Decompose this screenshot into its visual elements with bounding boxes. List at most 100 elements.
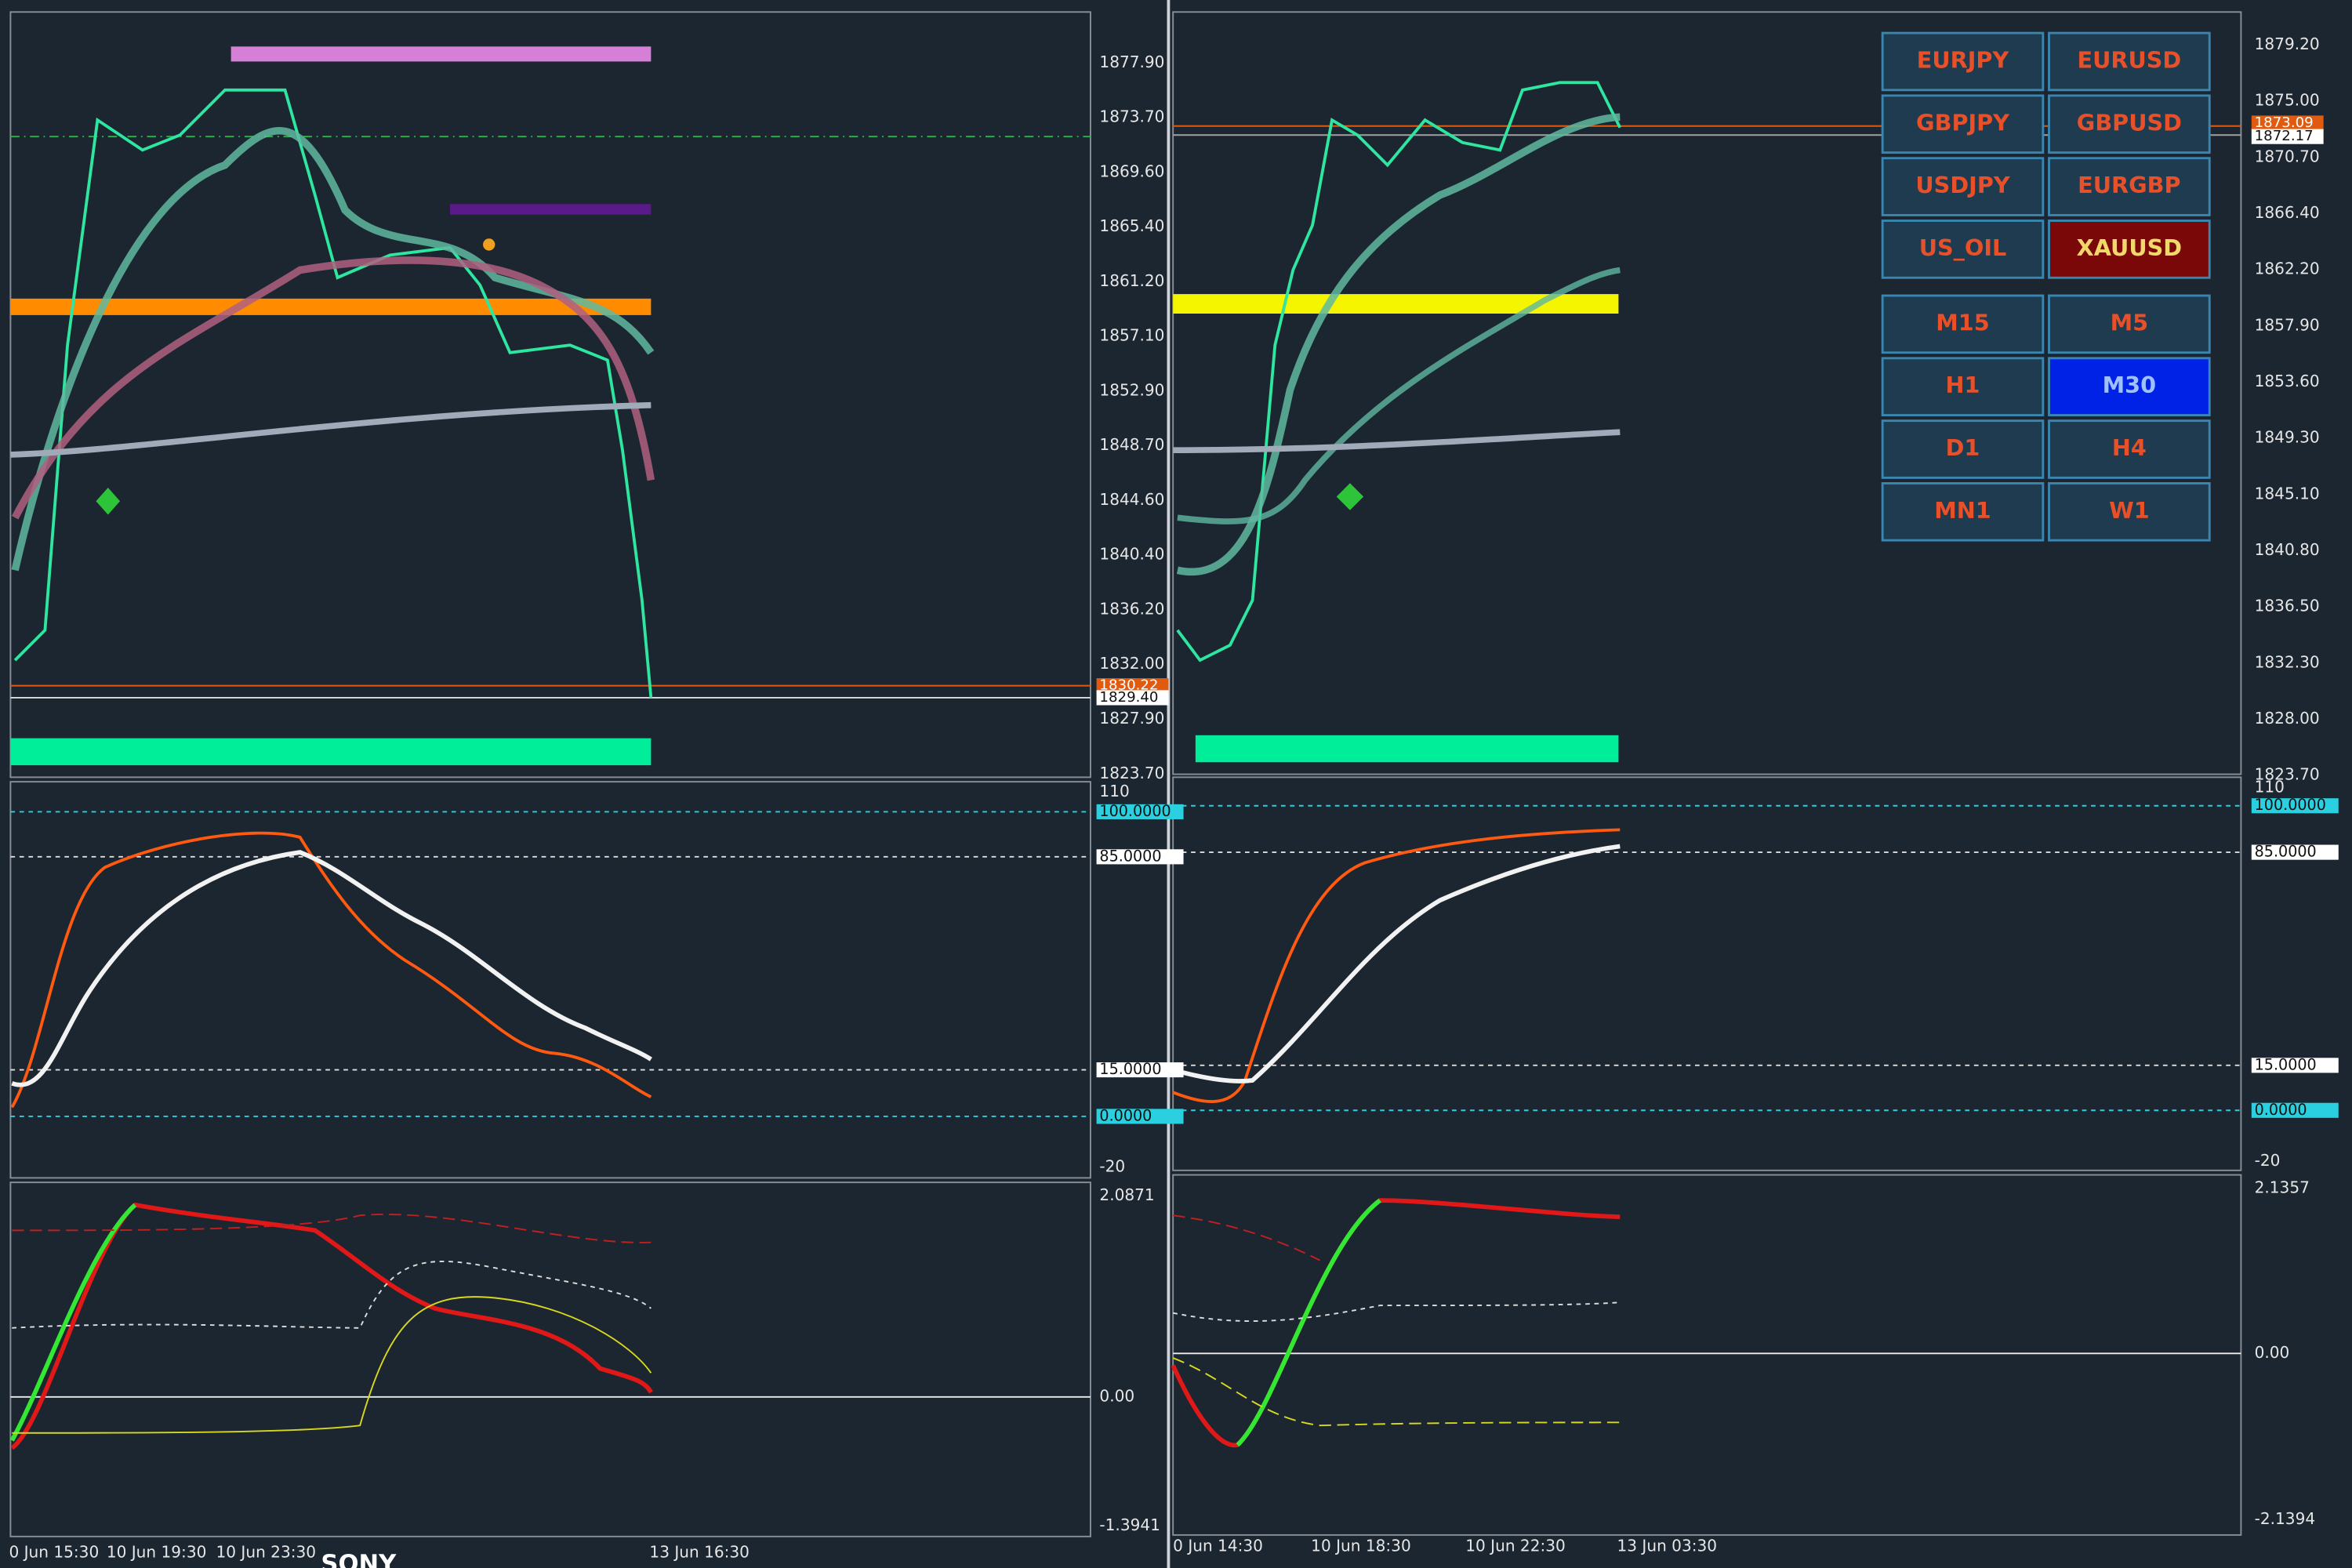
price-line [13, 88, 653, 699]
price-label: 1848.70 [1099, 435, 1164, 454]
price-line [1176, 81, 1622, 662]
band [1172, 1357, 1621, 1427]
signal [1336, 483, 1364, 510]
button-label: D1 [1946, 434, 1980, 461]
button[interactable]: M30 [2048, 357, 2211, 417]
level-tag [2251, 798, 2339, 814]
price-label: 1861.20 [1099, 271, 1164, 290]
button[interactable]: XAUUSD [2048, 220, 2211, 279]
signal [483, 238, 495, 251]
button-bg [1881, 94, 2045, 154]
button[interactable]: GBPJPY [1881, 94, 2045, 154]
price-label: 1865.40 [1099, 216, 1164, 235]
button-bg [2048, 419, 2211, 479]
ma [1173, 429, 1621, 453]
button[interactable]: US_OIL [1881, 220, 2045, 279]
ma [1177, 267, 1621, 524]
band [12, 1214, 652, 1243]
button-label: M15 [1936, 309, 1989, 336]
price-pane [1172, 11, 2242, 775]
level-tag [2251, 844, 2339, 860]
button[interactable]: H1 [1881, 357, 2045, 417]
band [1173, 1214, 1321, 1261]
current-price: 1873.09 [2255, 114, 2314, 131]
button[interactable]: M15 [1881, 294, 2045, 354]
price-label: 1836.50 [2255, 597, 2320, 615]
time-label: 0 Jun 15:30 [9, 1542, 99, 1561]
price-label: 1870.70 [2255, 147, 2320, 165]
ma [1176, 113, 1621, 575]
button[interactable]: GBPUSD [2048, 94, 2211, 154]
current-price: 1830.22 [1099, 677, 1158, 694]
button-bg [2048, 357, 2211, 417]
button-bg [2048, 294, 2211, 354]
button[interactable]: W1 [2048, 482, 2211, 542]
button-bg [1881, 419, 2045, 479]
price-tag [1096, 678, 1169, 694]
button[interactable]: H4 [2048, 419, 2211, 479]
button-bg [1881, 220, 2045, 279]
time-label: 0 Jun 14:30 [1173, 1537, 1263, 1555]
price-label: 1857.90 [2255, 315, 2320, 334]
button[interactable]: M5 [2048, 294, 2211, 354]
button[interactable]: D1 [1881, 419, 2045, 479]
oscillator-label: 15.0000 [1099, 1060, 1161, 1078]
osc-line [10, 831, 652, 1109]
price-tag [2251, 115, 2324, 131]
zone [230, 46, 652, 62]
button-label: GBPJPY [1916, 109, 2010, 136]
oscillator-label: 0.0000 [2255, 1101, 2307, 1119]
button-label: MN1 [1934, 497, 1991, 524]
current-price: 1829.40 [1099, 689, 1158, 706]
ma [10, 401, 652, 458]
price-label: 1849.30 [2255, 428, 2320, 447]
button[interactable]: EURJPY [1881, 31, 2045, 92]
price-label: 1875.00 [2255, 91, 2320, 110]
button[interactable]: MN1 [1881, 482, 2045, 542]
overlay-text: SONY [321, 1551, 397, 1568]
time-label: 13 Jun 16:30 [649, 1542, 750, 1561]
button-bg [1881, 31, 2045, 92]
button[interactable]: USDJPY [1881, 157, 2045, 216]
band [12, 1296, 652, 1434]
button-bg [1881, 482, 2045, 542]
price-label: 1857.10 [1099, 326, 1164, 345]
button-bg [1881, 357, 2045, 417]
band [12, 1261, 652, 1329]
oscillator-label: 100.0000 [2255, 796, 2326, 814]
osc-line [1172, 828, 1621, 1103]
price-label: 1827.90 [1099, 709, 1164, 728]
level-tag [1096, 849, 1184, 865]
button-label: US_OIL [1919, 234, 2007, 261]
button-label: H1 [1946, 372, 1980, 398]
left-drawings [9, 46, 1091, 1450]
oscillator-label: 0.0000 [1099, 1106, 1152, 1124]
oscillator-label: 100.0000 [1099, 802, 1171, 820]
ma [11, 127, 655, 572]
oscillator-label: 110 [2255, 777, 2285, 796]
button-label: M30 [2103, 372, 2156, 398]
macd-line [1236, 1198, 1381, 1447]
button-bg [2048, 31, 2211, 92]
right-drawings [1171, 81, 2241, 1448]
price-label: 1844.60 [1099, 490, 1164, 509]
macd-label: 0.00 [1099, 1386, 1134, 1405]
time-label: 10 Jun 18:30 [1311, 1537, 1411, 1555]
oscillator-label: 85.0000 [2255, 843, 2317, 861]
macd-line [9, 1203, 137, 1442]
level-tag [1096, 1062, 1184, 1078]
macd-label: 2.1357 [2255, 1178, 2310, 1196]
macd-label: 2.0871 [1099, 1185, 1154, 1204]
price-label: 1832.00 [1099, 654, 1164, 673]
button[interactable]: EURUSD [2048, 31, 2211, 92]
price-label: 1845.10 [2255, 484, 2320, 503]
right-chart [1172, 11, 2242, 1536]
price-label: 1877.90 [1099, 53, 1164, 71]
price-label: 1840.40 [1099, 545, 1164, 564]
button-bg [2048, 482, 2211, 542]
price-label: 1862.20 [2255, 260, 2320, 278]
macd-pane [1172, 1174, 2242, 1536]
button[interactable]: EURGBP [2048, 157, 2211, 216]
